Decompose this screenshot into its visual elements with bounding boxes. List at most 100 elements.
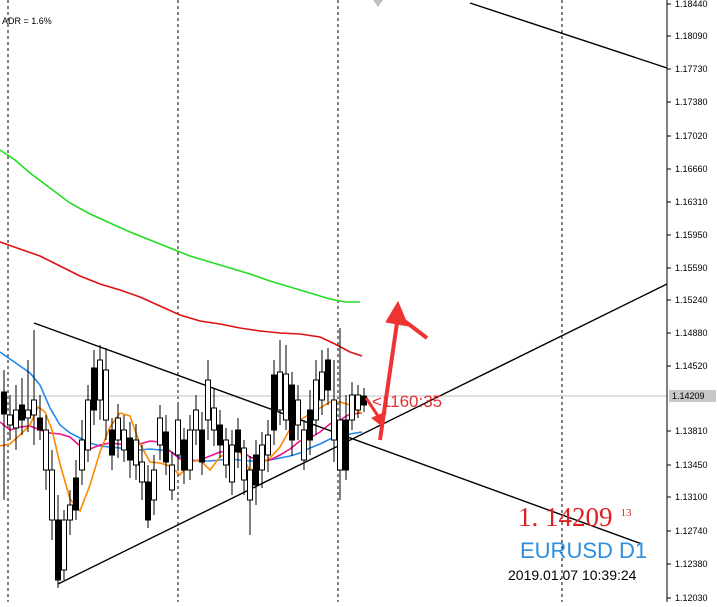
- candle-body: [13, 409, 19, 429]
- candle-body: [265, 434, 271, 456]
- arrow-down-head: [371, 411, 387, 427]
- grid: [7, 0, 563, 602]
- candle-body: [223, 439, 229, 466]
- candle-body: [193, 409, 199, 431]
- candle-body: [289, 384, 295, 441]
- candle-body: [91, 367, 97, 411]
- candle-body: [49, 469, 55, 521]
- candle-body: [175, 419, 181, 456]
- candle-body: [217, 424, 223, 446]
- candle-body: [43, 429, 49, 471]
- price-tick-label: 1.12380: [675, 559, 708, 569]
- price-tick-label: 1.12030: [675, 593, 708, 602]
- price-main: 1. 14209: [518, 502, 613, 532]
- candle-body: [37, 417, 43, 431]
- price-tick-label: 1.12740: [675, 526, 708, 536]
- price-tick-label: 1.18090: [675, 31, 708, 41]
- price-tick-label: 1.14880: [675, 328, 708, 338]
- candle-body: [361, 395, 367, 406]
- candle-body: [61, 519, 67, 571]
- ma-blue-line: [0, 351, 363, 462]
- candle-body: [241, 447, 247, 481]
- candle-body: [55, 519, 61, 581]
- candle-body: [145, 481, 151, 521]
- candle-body: [247, 469, 253, 501]
- candle-body: [337, 419, 343, 471]
- candle-body: [157, 417, 163, 446]
- candle-body: [355, 394, 361, 411]
- candle-body: [133, 439, 139, 466]
- price-tick-label: 1.13450: [675, 460, 708, 470]
- candle-body: [181, 439, 187, 471]
- price-tick-label: 1.17020: [675, 131, 708, 141]
- candle-body: [199, 429, 205, 463]
- candle-body: [31, 399, 37, 416]
- candle-body: [313, 379, 319, 421]
- symbol-label: EURUSD D1: [520, 538, 648, 563]
- price-tick-label: 1.15240: [675, 295, 708, 305]
- candle-body: [205, 379, 211, 421]
- candle-body: [169, 464, 175, 491]
- price-tick-label: 1.15950: [675, 230, 708, 240]
- arrow-up-head: [385, 300, 409, 327]
- price-tick-label: 1.16310: [675, 197, 708, 207]
- ma-red-line: [0, 241, 363, 357]
- price-tick-label: 1.13810: [675, 426, 708, 436]
- candle-body: [211, 407, 217, 431]
- candle-body: [235, 429, 241, 453]
- candle-body: [253, 454, 259, 486]
- candle-body: [163, 431, 169, 463]
- timestamp-label: 2019.01.07 10:39:24: [508, 567, 637, 583]
- candle-body: [85, 399, 91, 451]
- candle-body: [127, 437, 133, 461]
- candle-body: [343, 419, 349, 471]
- price-axis: 1.18440 1.18090 1.17730 1.17380 1.17020 1.166…: [667, 0, 708, 603]
- candle-body: [103, 369, 109, 421]
- current-price-tag: 1.14209: [669, 390, 716, 402]
- lower-trendline: [57, 283, 668, 585]
- candle-body: [187, 429, 193, 471]
- candle-body: [271, 374, 277, 431]
- candle-body: [73, 477, 79, 511]
- candle-body: [151, 469, 157, 501]
- candles: [1, 328, 367, 588]
- price-tick-label: 1.18440: [675, 0, 708, 9]
- shift-marker-icon: [373, 0, 383, 7]
- candle-body: [319, 371, 325, 401]
- candle-body: [1, 391, 7, 415]
- candle-body: [325, 359, 331, 391]
- forecast-arrows: [364, 300, 429, 441]
- candle-body: [97, 359, 103, 401]
- candle-body: [139, 461, 145, 483]
- price-tick-label: 1.17730: [675, 64, 708, 74]
- price-tick-label: 1.17380: [675, 97, 708, 107]
- candle-body: [283, 373, 289, 421]
- candle-body: [229, 444, 235, 483]
- price-tick-label: 1.13100: [675, 492, 708, 502]
- candle-body: [331, 399, 337, 441]
- candle-body: [301, 429, 307, 461]
- price-tick-label: 1.14520: [675, 361, 708, 371]
- candle-body: [349, 394, 355, 421]
- candle-body: [67, 504, 73, 521]
- candle-body: [19, 404, 25, 421]
- top-trendline: [469, 2, 668, 69]
- candle-body: [307, 409, 313, 441]
- current-price-display: 1. 14209 13: [518, 502, 632, 533]
- price-sup: 13: [620, 507, 632, 519]
- candle-body: [109, 429, 115, 456]
- adr-label: ADR = 1.6%: [2, 16, 52, 26]
- candle-body: [25, 409, 31, 419]
- price-tick-label: 1.16660: [675, 164, 708, 174]
- price-tick-label: 1.15590: [675, 263, 708, 273]
- candle-body: [115, 417, 121, 441]
- candle-body: [259, 444, 265, 471]
- candle-body: [277, 371, 283, 411]
- ma-green-line: [0, 149, 360, 303]
- candle-body: [7, 414, 13, 426]
- ma-magenta-line: [0, 412, 363, 462]
- candle-body: [121, 429, 127, 451]
- candle-body: [295, 399, 301, 426]
